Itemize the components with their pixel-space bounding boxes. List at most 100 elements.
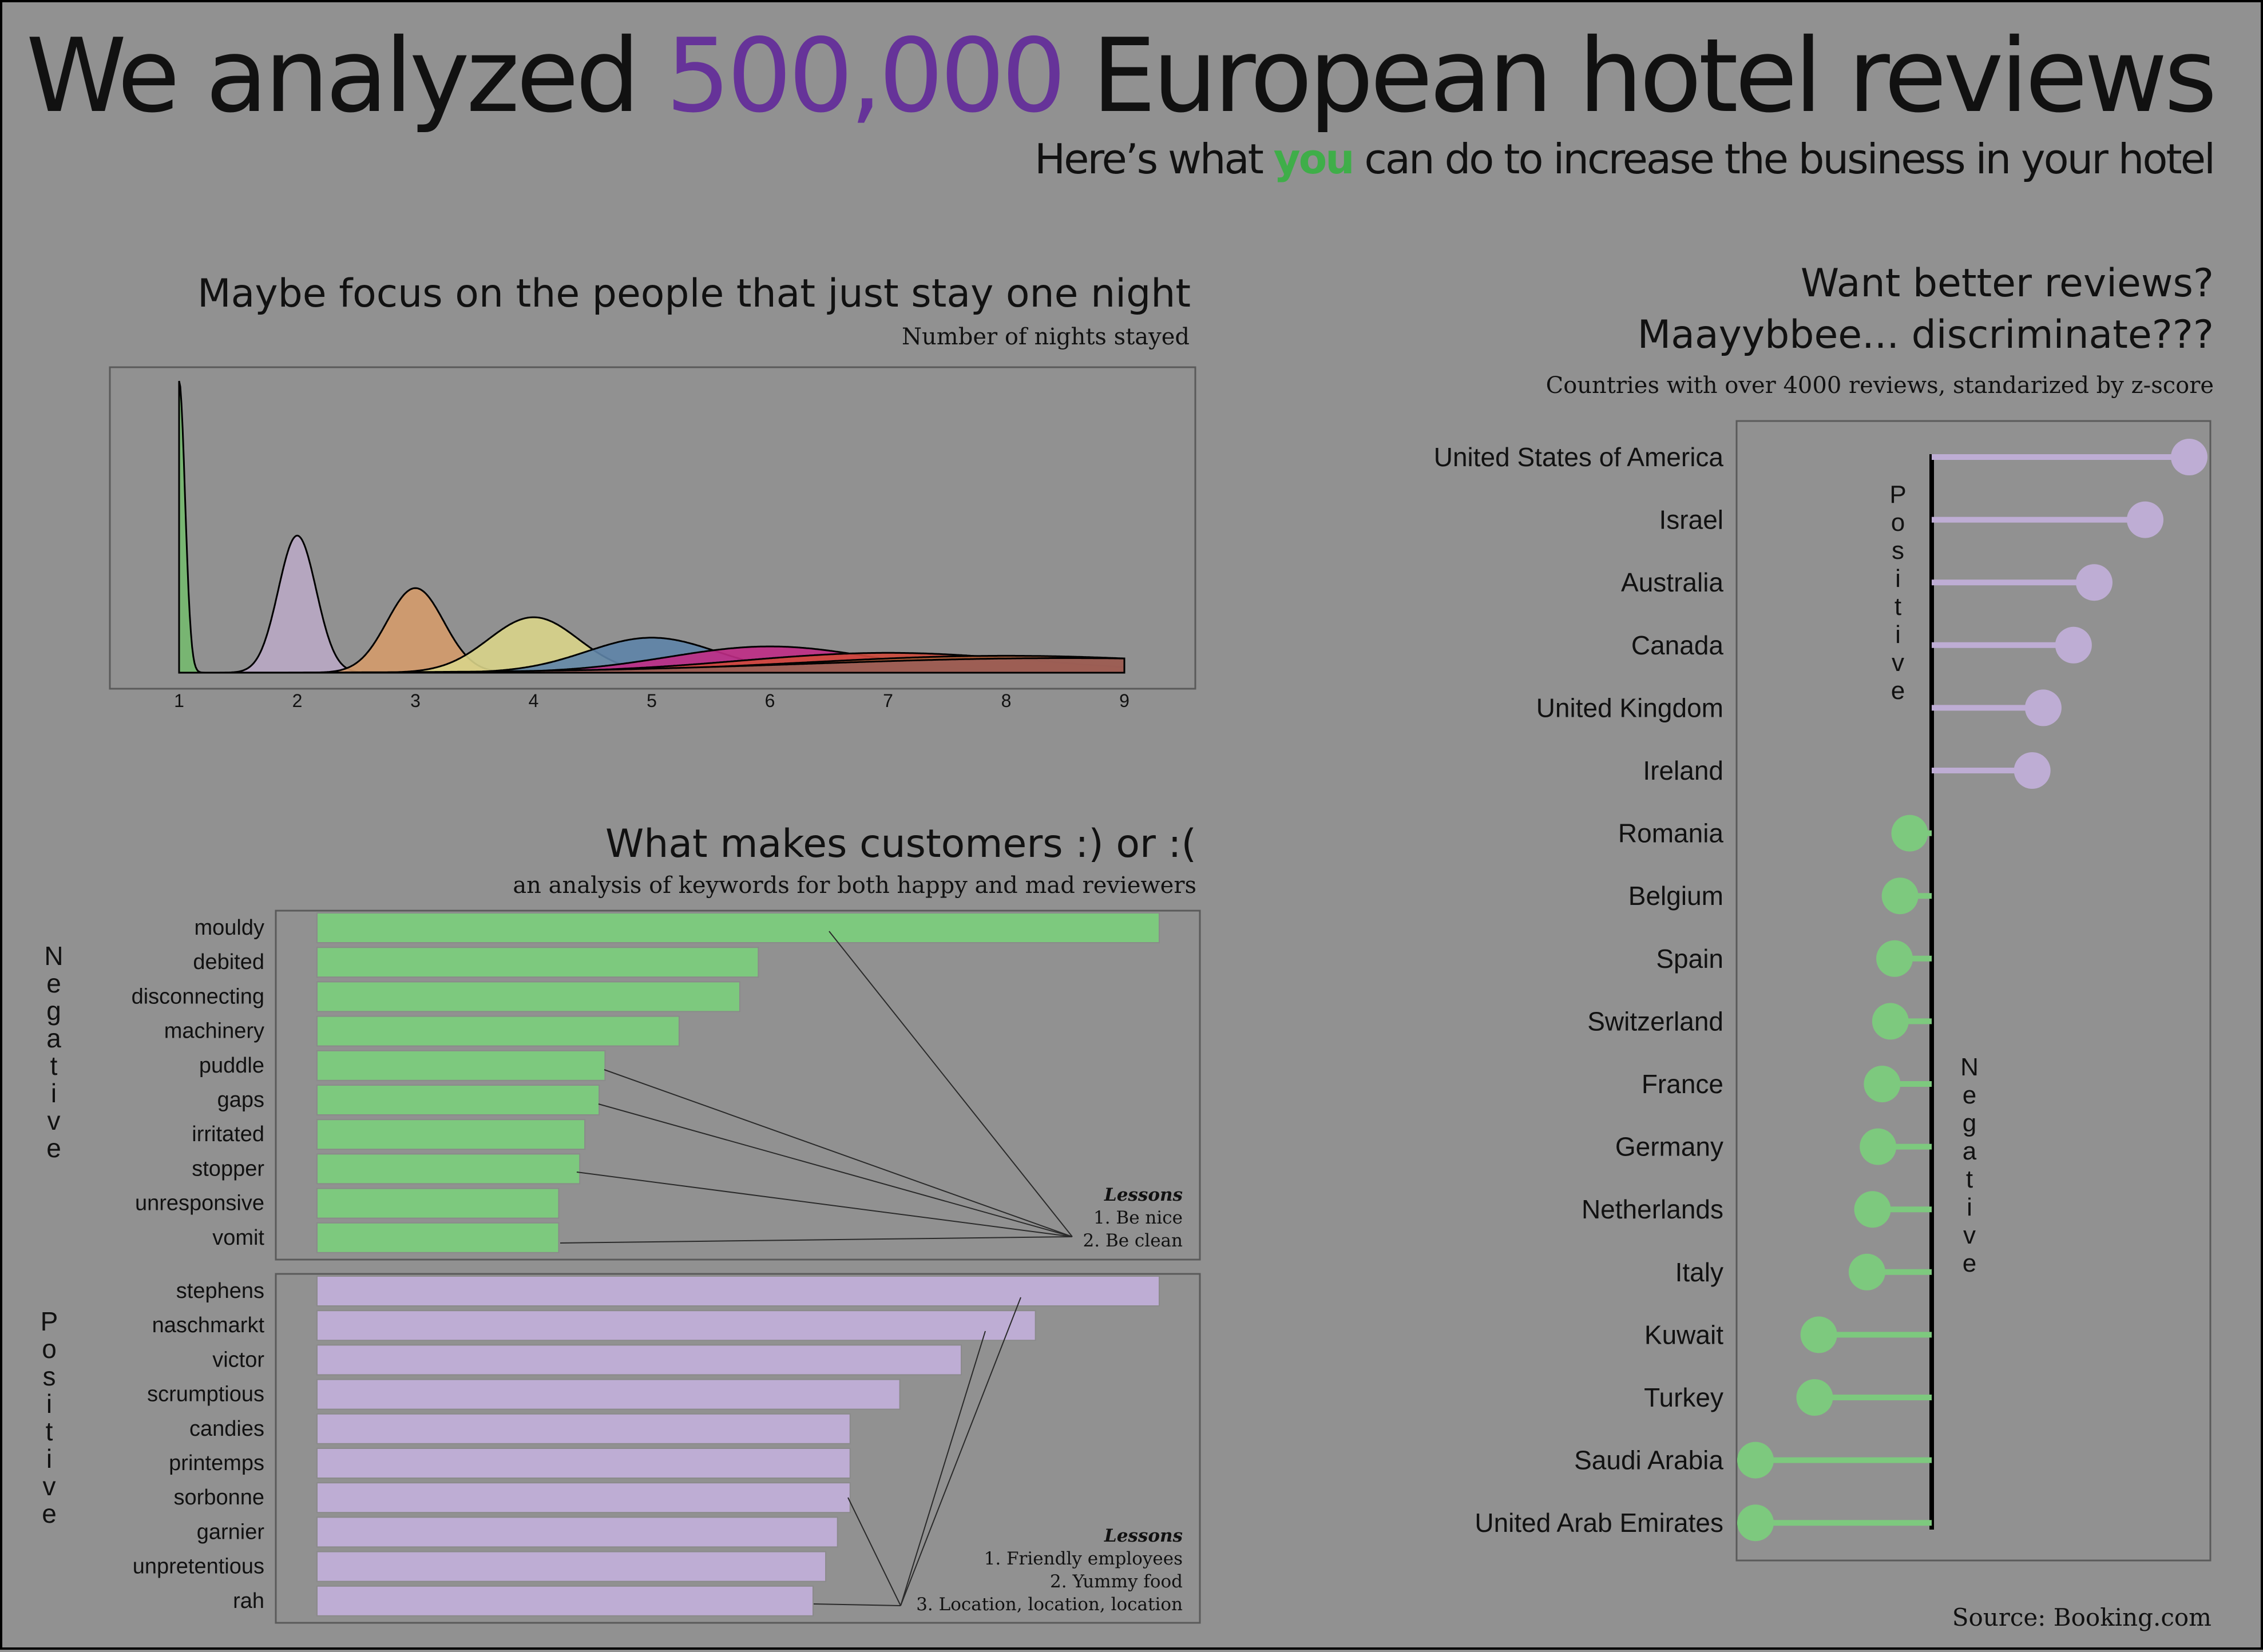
positive-side-label-letter: i (46, 1444, 52, 1474)
negative-lesson-connector (598, 1103, 1073, 1237)
countries-positive-label-letter: s (1892, 537, 1904, 565)
keyword-bar (316, 1276, 1160, 1306)
country-label: Turkey (1644, 1383, 1723, 1412)
keyword-label: gaps (217, 1088, 264, 1112)
negative-lesson-1: 1. Be nice (1093, 1208, 1183, 1228)
lollipop-dot (2171, 439, 2207, 475)
keyword-label: victor (212, 1348, 264, 1372)
neg-chart-frame (275, 910, 1201, 1261)
positive-lesson-connector (847, 1497, 901, 1606)
keyword-bar (316, 912, 1160, 943)
keyword-bar (316, 1119, 586, 1150)
nights-tick-label: 3 (410, 690, 421, 711)
positive-side-label-letter: v (43, 1471, 56, 1501)
source-note: Source: Booking.com (1952, 1603, 2212, 1631)
keyword-bar (316, 1188, 560, 1219)
keyword-label: printemps (169, 1451, 264, 1475)
country-label: Netherlands (1582, 1194, 1723, 1224)
lollipop-dot (1796, 1379, 1833, 1416)
keyword-label: mouldy (195, 916, 265, 940)
lollipop-dot (1848, 1253, 1885, 1290)
countries-title-line2: Maayybbee... discriminate??? (1637, 312, 2214, 358)
nights-tick-label: 2 (292, 690, 303, 711)
positive-side-label-letter: i (46, 1389, 52, 1419)
keyword-bar (316, 1344, 962, 1376)
negative-side-label-letter: v (47, 1106, 61, 1135)
keyword-bar (316, 1153, 581, 1185)
keywords-subtitle: an analysis of keywords for both happy a… (513, 872, 1196, 899)
countries-positive-label-letter: i (1895, 621, 1901, 649)
nights-tick-label: 6 (765, 690, 775, 711)
lollipop-dot (1800, 1316, 1837, 1353)
countries-negative-label-letter: e (1963, 1249, 1976, 1277)
main-subtitle: Here’s what you can do to increase the b… (1035, 135, 2216, 183)
countries-negative-label-letter: v (1963, 1221, 1976, 1249)
keyword-bar (316, 1551, 827, 1582)
positive-side-label-letter: s (43, 1361, 56, 1391)
lollipop-dot (2014, 752, 2051, 789)
keyword-bar (316, 1516, 838, 1548)
countries-negative-label-letter: e (1963, 1081, 1976, 1109)
lollipop-dot (1876, 940, 1913, 977)
country-label: Ireland (1643, 756, 1723, 785)
lollipop-dot (1860, 1128, 1897, 1165)
lollipop-dot (2075, 564, 2113, 601)
title-highlight-number: 500,000 (665, 17, 1066, 135)
lollipop-dot (2126, 501, 2163, 538)
lollipop-dot (1737, 1504, 1774, 1542)
keyword-label: stephens (176, 1279, 264, 1303)
lollipop-dot (1872, 1003, 1909, 1040)
keyword-label: disconnecting (132, 984, 264, 1008)
keyword-label: puddle (199, 1054, 264, 1078)
country-plot-frame (1735, 420, 2212, 1562)
countries-positive-label-letter: P (1889, 480, 1906, 509)
countries-negative-label-letter: a (1963, 1137, 1977, 1165)
positive-side-label-letter: o (42, 1334, 57, 1364)
negative-side-label-letter: e (46, 968, 61, 998)
countries-positive-label-letter: o (1891, 509, 1905, 537)
countries-title-line1: Want better reviews? (1800, 261, 2214, 306)
keyword-label: candies (189, 1417, 264, 1441)
country-label: Canada (1631, 630, 1724, 660)
countries-negative-label-letter: N (1960, 1053, 1979, 1081)
nights-title: Maybe focus on the people that just stay… (197, 271, 1191, 316)
countries-subtitle: Countries with over 4000 reviews, standa… (1545, 372, 2214, 399)
positive-lesson-2: 2. Yummy food (1050, 1571, 1183, 1592)
nights-tick-label: 9 (1119, 690, 1129, 711)
nights-tick-label: 4 (529, 690, 539, 711)
country-label: Spain (1656, 944, 1723, 974)
keyword-bar (316, 1413, 851, 1444)
countries-positive-label-letter: t (1895, 593, 1901, 621)
positive-lessons: Lessons 1. Friendly employees 2. Yummy f… (916, 1524, 1183, 1616)
positive-lessons-title: Lessons (1104, 1526, 1183, 1546)
country-label: United Arab Emirates (1475, 1508, 1723, 1538)
country-lollipop-chart: United States of America Israel Australia C… (1434, 420, 2212, 1562)
negative-side-label-letter: t (50, 1051, 58, 1081)
nights-tick-label: 5 (647, 690, 657, 711)
keyword-label: unpretentious (133, 1555, 264, 1579)
keyword-bar (316, 1585, 814, 1617)
positive-lesson-connector (813, 1603, 901, 1606)
subtitle-text-1: Here’s what (1035, 135, 1274, 183)
keyword-label: vomit (212, 1226, 264, 1250)
keyword-bar (316, 981, 740, 1012)
country-label: France (1642, 1069, 1723, 1099)
negative-side-label-letter: N (44, 941, 63, 971)
positive-side-label-letter: e (42, 1499, 57, 1528)
keyword-label: rah (233, 1589, 264, 1613)
lollipop-dot (1891, 815, 1928, 852)
country-label: United Kingdom (1536, 693, 1723, 722)
keyword-bar (316, 1085, 600, 1115)
country-label: United States of America (1434, 442, 1724, 472)
countries-positive-label-letter: v (1892, 649, 1904, 677)
negative-side-label-letter: i (51, 1078, 57, 1108)
country-label: Kuwait (1644, 1320, 1723, 1349)
keyword-label: scrumptious (147, 1383, 264, 1407)
negative-keywords-chart: mouldy debited disconnecting machinery puddl… (44, 910, 1201, 1261)
lollipop-dot (1854, 1191, 1891, 1228)
keyword-bar (316, 1050, 606, 1081)
